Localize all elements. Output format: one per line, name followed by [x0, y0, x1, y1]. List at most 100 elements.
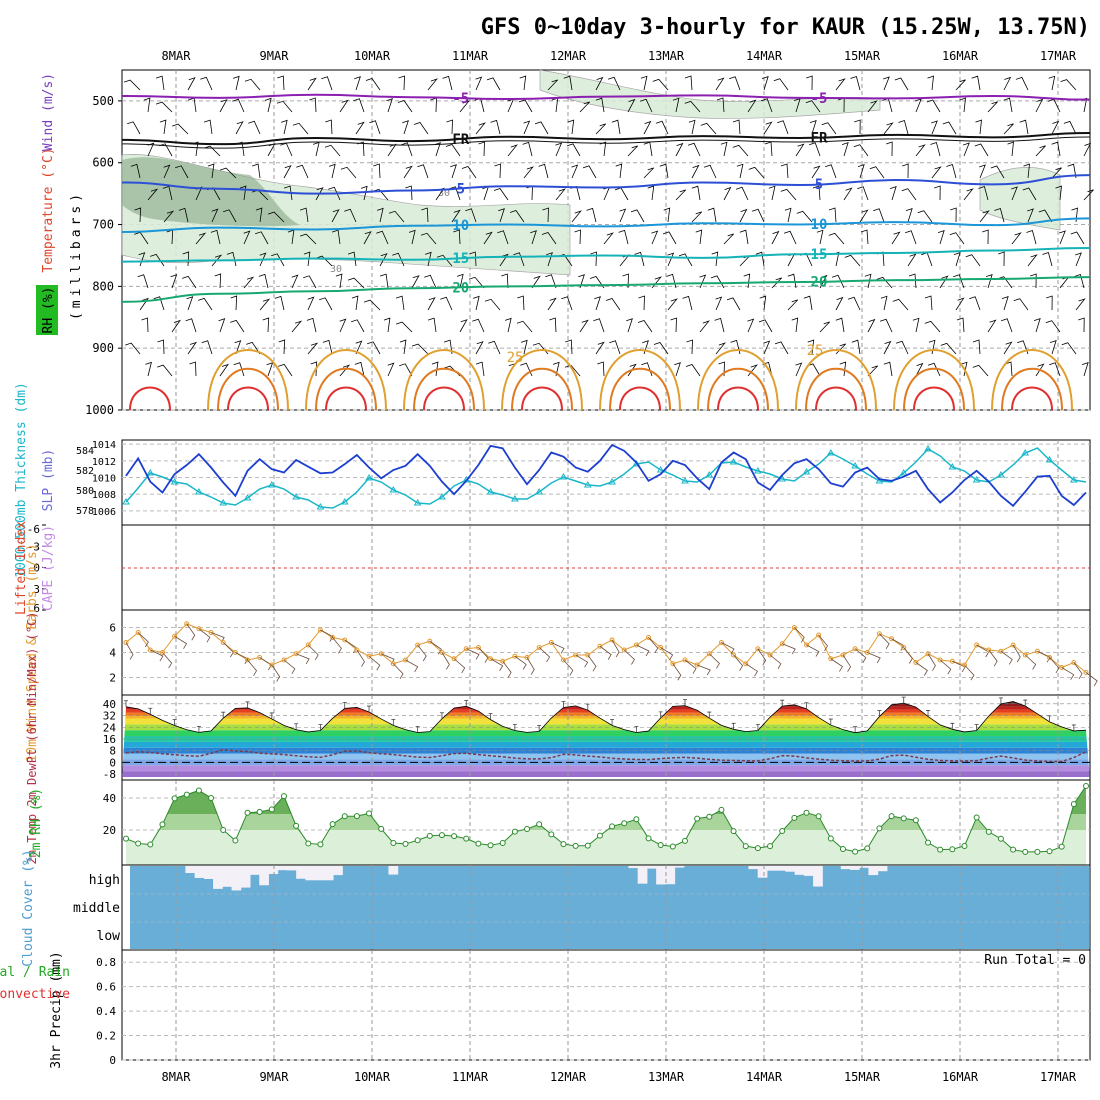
wind-barb: [516, 320, 533, 333]
wind-barb: [363, 299, 381, 311]
wind-barb: [262, 317, 270, 333]
cloud-high-gap: [388, 866, 399, 875]
wind-barb: [450, 164, 457, 179]
wind-barb: [328, 186, 341, 201]
cloud-high-gap: [637, 866, 648, 884]
wind-barb: [622, 273, 629, 289]
wind-barb: [310, 361, 318, 377]
wind-barb: [684, 100, 701, 113]
li-ticks: -6 -3 0 3 6: [27, 523, 46, 615]
wind-barb: [771, 230, 780, 245]
wind-barb: [828, 232, 845, 245]
wind-barb: [773, 78, 789, 91]
temp-minmax-bar: [780, 699, 785, 707]
wind-barb: [475, 361, 485, 377]
rh-point: [353, 813, 360, 820]
wind-barb-10m: [538, 647, 551, 663]
wind-barb: [751, 208, 765, 223]
wind-barb-10m: [721, 642, 735, 655]
slp-tick-label: 1014: [92, 440, 116, 451]
cloud-high-gap: [185, 866, 196, 874]
legend-temperature: Temperature (°C): [41, 147, 56, 272]
rh-point: [937, 846, 944, 853]
cloud-high-gap: [813, 866, 823, 887]
rh-point: [548, 831, 555, 838]
wind-barb-10m: [684, 659, 697, 674]
wind-barb: [175, 165, 189, 179]
rh-moist-region: [979, 167, 1061, 231]
wind-barb-10m: [611, 639, 620, 658]
wind-barb: [926, 99, 941, 113]
wind-barb: [493, 188, 509, 201]
cloud-high-gap: [794, 866, 805, 875]
wind-speed-point: [1071, 660, 1077, 665]
wind-barb-10m: [271, 664, 281, 682]
cloud-high-gap: [213, 866, 223, 889]
pressure-tick-label: 800: [92, 279, 114, 293]
wind-barb: [691, 164, 700, 179]
wind-speed-point: [342, 637, 348, 643]
wind-barb: [459, 319, 468, 333]
wind-barb: [178, 207, 189, 223]
wind-speed-point: [439, 650, 445, 655]
thickness-point: [340, 498, 349, 505]
wind-speed-point: [378, 651, 384, 657]
wind-barb: [401, 142, 413, 157]
wind-barb: [564, 364, 581, 377]
wind-barb: [667, 252, 675, 267]
wind-barb: [451, 209, 461, 223]
wind-barb: [331, 209, 340, 223]
temperature-band: [122, 730, 1090, 737]
wind-barb: [307, 77, 317, 91]
wind-barb: [787, 273, 797, 289]
rh-point: [220, 827, 227, 833]
cloud-panel: high middle low Cloud Cover (%): [21, 849, 1091, 967]
wind-barb-10m: [478, 647, 489, 663]
warm-isotherm-arc: [893, 349, 975, 411]
wind-barb: [571, 210, 582, 223]
warm-isotherm-arc: [717, 386, 759, 411]
pressure-tick-label: 500: [92, 94, 114, 108]
wind-barb: [857, 163, 865, 179]
wind-barb: [940, 342, 957, 355]
thickness-point: [924, 445, 932, 452]
wind-barb: [1007, 141, 1014, 157]
wind-speed-point: [682, 657, 688, 663]
thickness-slp-ticks: 1006 1008 1010 1012 1014 578 580 582 584: [76, 440, 116, 518]
wind-barb: [542, 207, 549, 223]
wind-barb-10m: [733, 654, 744, 671]
wind-barb: [761, 75, 769, 91]
rh-point: [487, 842, 494, 849]
temperature-band: [122, 741, 1090, 748]
isotherm-label: -5: [811, 91, 828, 107]
temp-minmax-bar: [537, 724, 542, 732]
temp-minmax-bar: [804, 702, 809, 709]
wind-barb: [417, 164, 429, 179]
wind-barb: [1013, 298, 1029, 311]
wind-barb: [555, 142, 563, 157]
thickness-point: [292, 493, 301, 500]
wind-barb: [876, 276, 893, 289]
wind-barb: [590, 251, 597, 267]
wind-speed-point: [828, 656, 834, 662]
upper-wind-barbs: [123, 75, 1094, 377]
wind-speed-point: [646, 635, 652, 640]
wind-barb: [987, 319, 997, 333]
wind-speed-point: [463, 646, 469, 652]
wind-barb: [619, 208, 627, 223]
wind-barb: [395, 321, 413, 333]
wind-barb: [267, 211, 285, 223]
wind-barb: [626, 318, 633, 333]
wind-barb: [155, 101, 173, 113]
cloud-high-gap: [333, 866, 343, 876]
wind-barb: [787, 299, 798, 311]
wind-barb-10m: [551, 642, 565, 654]
wind-barb: [847, 296, 861, 311]
wind-barb: [369, 120, 381, 135]
wind-barb: [431, 361, 439, 377]
thickness-slp-series: [122, 443, 1087, 510]
wind-barb-10m: [1073, 662, 1083, 680]
wind-barb: [901, 188, 917, 201]
date-label-bottom: 12MAR: [550, 1070, 587, 1084]
wind-barb-10m: [769, 654, 782, 670]
